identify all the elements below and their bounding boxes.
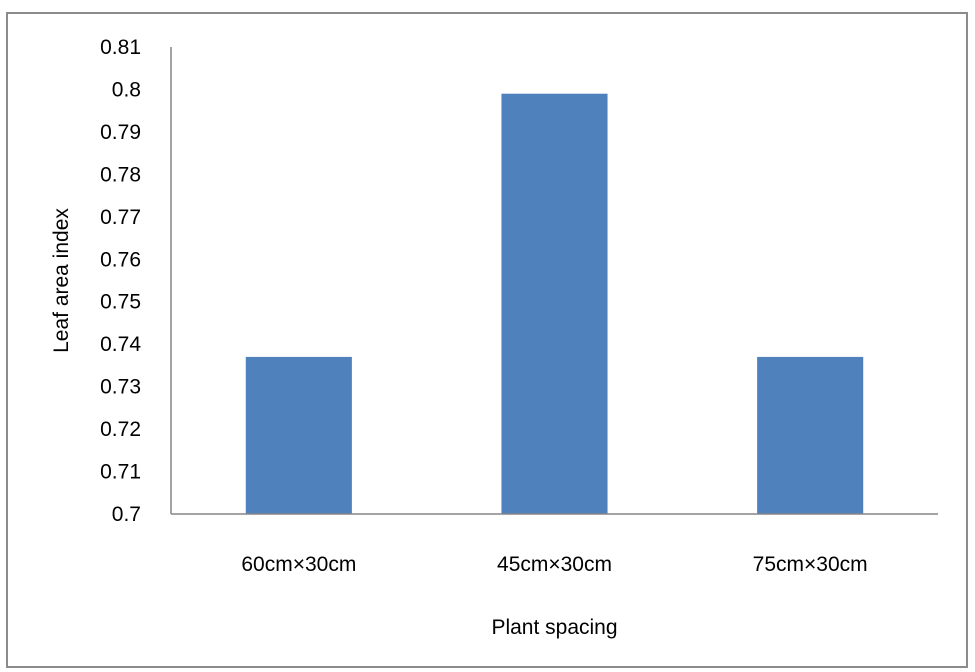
y-axis-title: Leaf area index bbox=[50, 208, 73, 353]
x-axis-title: Plant spacing bbox=[491, 616, 617, 639]
y-tick-label: 0.8 bbox=[112, 78, 141, 101]
bar bbox=[245, 356, 352, 514]
y-tick-label: 0.7 bbox=[112, 503, 141, 526]
y-tick-label: 0.79 bbox=[100, 121, 141, 144]
x-tick-label: 45cm×30cm bbox=[497, 553, 612, 576]
bars-group bbox=[245, 93, 864, 514]
y-tick-label: 0.71 bbox=[100, 461, 141, 484]
y-tick-label: 0.72 bbox=[100, 418, 141, 441]
y-tick-labels: 0.7 0.71 0.72 0.73 0.74 0.75 0.76 0.77 0.78 0.79 0… bbox=[100, 36, 141, 526]
y-tick-label: 0.78 bbox=[100, 163, 141, 186]
chart-frame bbox=[6, 12, 968, 668]
x-tick-label: 75cm×30cm bbox=[753, 553, 868, 576]
y-tick-label: 0.74 bbox=[100, 333, 141, 356]
x-tick-label: 60cm×30cm bbox=[241, 553, 356, 576]
y-tick-label: 0.73 bbox=[100, 376, 141, 399]
y-tick-label: 0.75 bbox=[100, 291, 141, 314]
bar bbox=[757, 356, 864, 514]
bar bbox=[501, 93, 608, 514]
x-tick-labels: 60cm×30cm 45cm×30cm 75cm×30cm bbox=[241, 553, 867, 576]
y-tick-label: 0.76 bbox=[100, 248, 141, 271]
y-tick-label: 0.81 bbox=[100, 36, 141, 59]
y-tick-label: 0.77 bbox=[100, 206, 141, 229]
